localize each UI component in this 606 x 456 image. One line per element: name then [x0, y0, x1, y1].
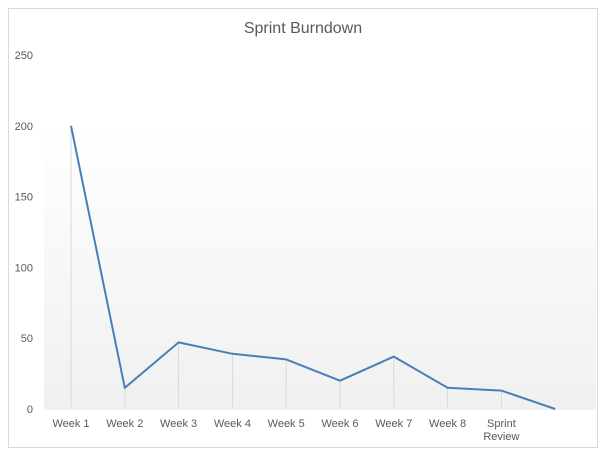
y-tick-label: 50 — [21, 333, 33, 345]
y-tick-label: 150 — [15, 192, 33, 204]
x-tick-label: Week 7 — [375, 418, 412, 430]
chart-title: Sprint Burndown — [243, 20, 363, 37]
series-line — [70, 125, 556, 410]
x-tick-label: Week 2 — [106, 418, 143, 430]
x-tick-label: Week 5 — [268, 418, 305, 430]
y-tick-label: 200 — [15, 121, 33, 133]
x-tick-label: Week 3 — [160, 418, 197, 430]
x-tick-label: Week 8 — [429, 418, 466, 430]
y-tick-label: 100 — [15, 262, 33, 274]
x-tick-label: Week 1 — [52, 418, 89, 430]
y-tick-label: 0 — [27, 404, 33, 416]
plot-area — [44, 125, 596, 410]
x-tick-label: Week 6 — [321, 418, 358, 430]
x-tick-label: Week 4 — [214, 418, 251, 430]
y-tick-label: 250 — [15, 50, 33, 62]
x-tick-label: Sprint Review — [483, 418, 519, 443]
